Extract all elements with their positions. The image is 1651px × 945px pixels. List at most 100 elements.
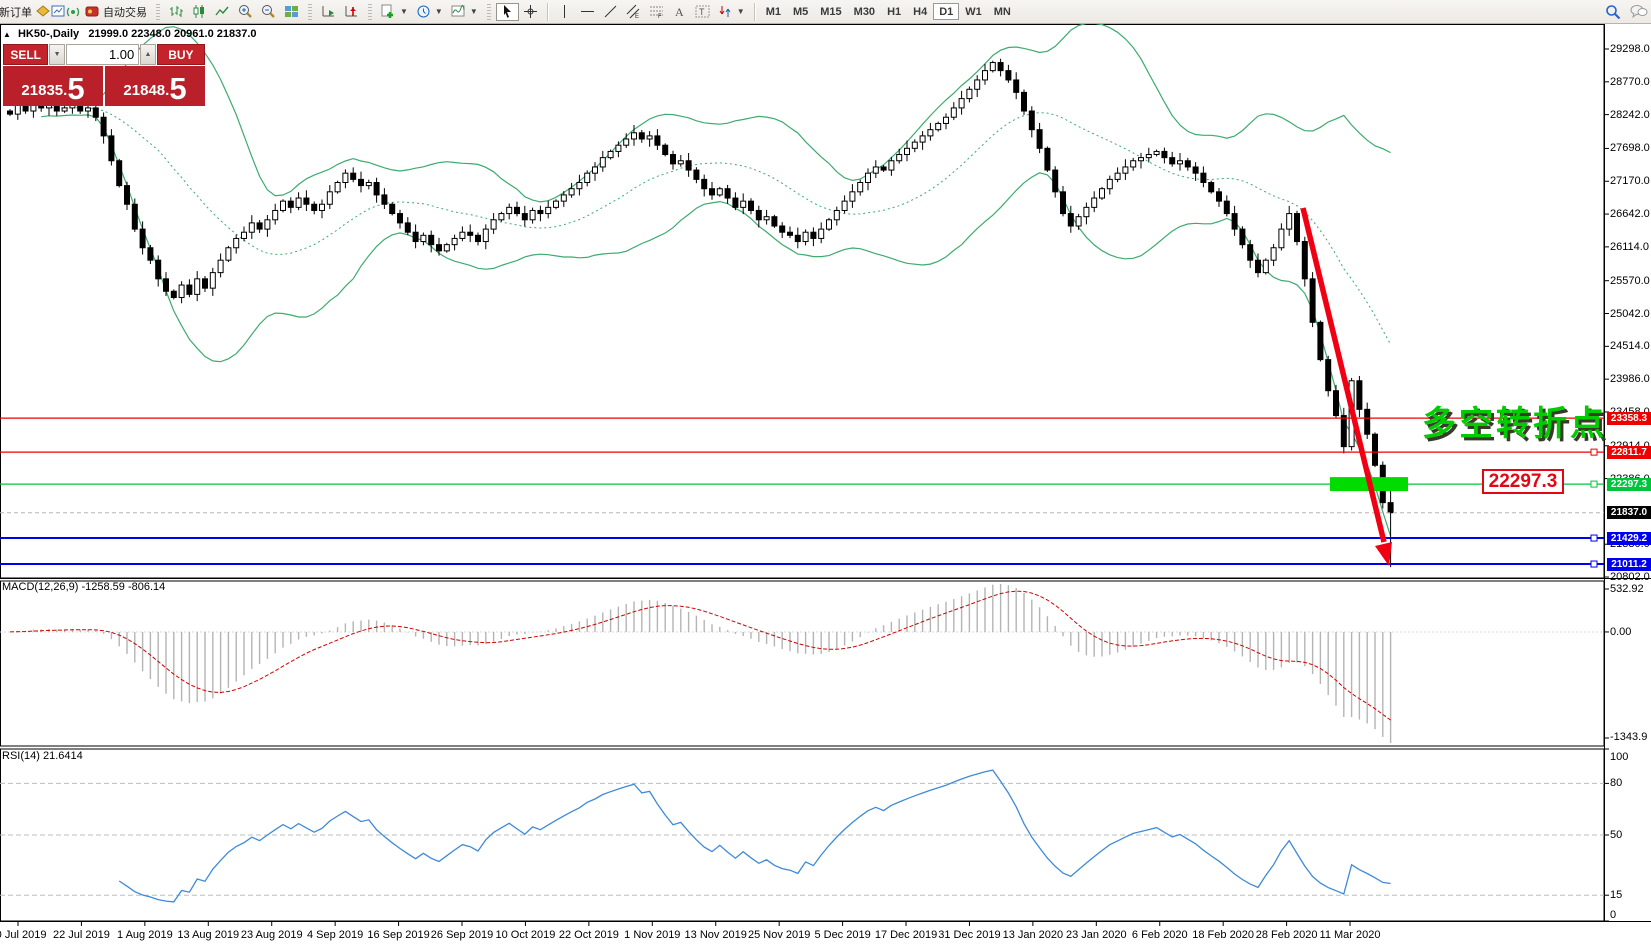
macd-signal-line: [9, 590, 1391, 721]
price-callout-box[interactable]: 22297.3: [1482, 469, 1564, 494]
chart-shift-icon: [344, 4, 359, 19]
candle: [1052, 169, 1059, 193]
chart-area[interactable]: ▲ HK50-,Daily 21999.0 22348.0 20961.0 21…: [0, 24, 1651, 945]
toolbar-drag-handle[interactable]: [368, 3, 372, 20]
timeframe-button-h4[interactable]: H4: [907, 3, 933, 20]
signal-icon[interactable]: [66, 4, 81, 19]
candle: [1099, 188, 1105, 199]
volume-input[interactable]: 1.00: [65, 44, 140, 65]
candle: [584, 172, 591, 183]
sell-price-big-digit: 5: [67, 71, 85, 106]
candle: [170, 290, 177, 298]
candle: [911, 141, 918, 149]
bar-chart-mode-button[interactable]: [165, 3, 188, 21]
crosshair-tool-button[interactable]: [519, 3, 542, 21]
svg-text:F: F: [658, 14, 662, 19]
volume-decrease-button[interactable]: ▼: [49, 44, 65, 65]
candle: [1083, 206, 1090, 218]
chart-shift-button[interactable]: [340, 3, 363, 21]
arrows-tool-button[interactable]: ▼: [714, 3, 749, 21]
tile-windows-icon: [284, 4, 299, 19]
horizontal-line-tool-button[interactable]: [576, 3, 599, 21]
candlestick-mode-button[interactable]: [188, 3, 211, 21]
candle: [436, 244, 442, 252]
vertical-line-tool-button[interactable]: [553, 3, 576, 21]
candle: [124, 185, 130, 205]
date-axis-tick: 26 Sep 2019: [430, 929, 494, 941]
deposit-icon[interactable]: [36, 4, 51, 19]
template-icon: [451, 4, 466, 19]
candle: [1208, 181, 1215, 193]
timeframe-button-m30[interactable]: M30: [848, 3, 881, 20]
tile-windows-button[interactable]: [280, 3, 303, 21]
buy-price-main: 21848.: [123, 82, 170, 99]
line-chart-mode-button[interactable]: [211, 3, 234, 21]
candle: [412, 231, 419, 243]
candle: [748, 200, 754, 211]
candle: [529, 209, 536, 221]
buy-price-display[interactable]: 21848. 5: [105, 66, 205, 106]
candle: [373, 181, 380, 196]
candle: [506, 206, 513, 215]
candle: [865, 172, 871, 183]
cursor-tool-button[interactable]: [495, 2, 519, 21]
trendline-tool-button[interactable]: [599, 3, 622, 21]
toolbar-drag-handle[interactable]: [308, 3, 312, 20]
candle: [997, 62, 1004, 72]
candle: [919, 135, 926, 143]
candle: [139, 228, 146, 249]
sell-button[interactable]: SELL: [3, 44, 49, 65]
price-axis-tick: 25042.0: [1610, 307, 1650, 320]
timeframe-button-d1[interactable]: D1: [933, 3, 960, 20]
timeframe-button-h1[interactable]: H1: [881, 3, 907, 20]
auto-scroll-button[interactable]: [317, 3, 340, 21]
text-label-tool-button[interactable]: T: [691, 3, 714, 21]
price-axis-tick: 25570.0: [1610, 274, 1650, 287]
channel-tool-button[interactable]: E: [622, 3, 645, 21]
candle: [131, 203, 138, 230]
candle: [787, 231, 793, 236]
indicators-button[interactable]: ▼: [377, 3, 412, 21]
periods-button[interactable]: ▼: [412, 3, 447, 21]
turning-point-annotation[interactable]: 多空转折点: [1422, 405, 1607, 443]
price-level-tag: 21011.2: [1607, 557, 1651, 571]
new-order-button[interactable]: 新订单: [0, 3, 36, 21]
search-icon[interactable]: [1605, 4, 1621, 20]
candle: [1106, 178, 1113, 190]
bollinger-upper-band: [41, 24, 1391, 203]
timeframe-button-m1[interactable]: M1: [760, 3, 787, 20]
buy-button[interactable]: BUY: [156, 44, 205, 65]
candle: [1075, 216, 1082, 227]
fibonacci-tool-button[interactable]: F: [645, 3, 668, 21]
timeframe-button-w1[interactable]: W1: [959, 3, 988, 20]
candle: [1364, 408, 1371, 435]
trend-arrow-head[interactable]: [1375, 542, 1392, 566]
chat-icon[interactable]: [1630, 4, 1648, 19]
candle: [810, 231, 817, 239]
date-axis-tick: 25 Nov 2019: [747, 929, 811, 941]
candlestick-icon: [192, 4, 207, 19]
text-tool-button[interactable]: A: [668, 3, 691, 21]
candle: [381, 194, 388, 205]
timeframe-button-mn[interactable]: MN: [988, 3, 1017, 20]
sell-price-display[interactable]: 21835. 5: [3, 66, 103, 106]
candle: [927, 129, 934, 137]
toolbar-drag-handle[interactable]: [156, 3, 160, 20]
macd-axis-tick: -1343.9: [1610, 731, 1648, 743]
volume-increase-button[interactable]: ▲: [140, 44, 156, 65]
timeframe-button-m15[interactable]: M15: [814, 3, 847, 20]
date-axis-tick: 17 Dec 2019: [874, 929, 938, 941]
zoom-out-button[interactable]: [257, 3, 280, 21]
zoom-in-button[interactable]: [234, 3, 257, 21]
toolbar-drag-handle[interactable]: [486, 3, 491, 20]
templates-button[interactable]: ▼: [447, 3, 482, 21]
price-axis-tick: 28242.0: [1610, 108, 1650, 121]
auto-trading-button[interactable]: 自动交易: [81, 3, 151, 21]
candle: [904, 147, 910, 156]
price-chart-canvas[interactable]: [0, 24, 1651, 945]
candle: [802, 231, 809, 243]
candle: [490, 219, 497, 230]
timeframe-button-m5[interactable]: M5: [787, 3, 814, 20]
chart-window-icon[interactable]: [51, 4, 66, 19]
rsi-axis-tick: 80: [1610, 777, 1623, 790]
